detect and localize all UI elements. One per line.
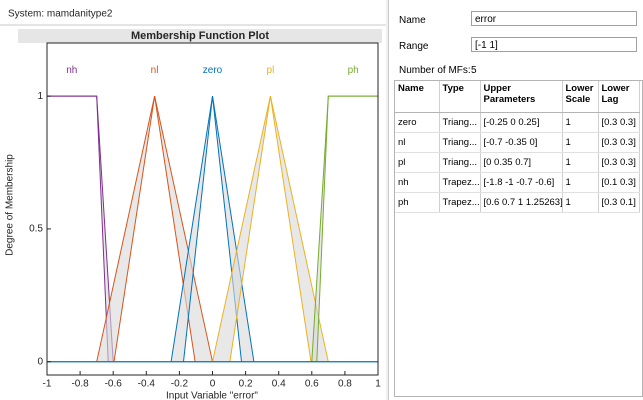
table-cell: Triang... (439, 132, 481, 153)
mf-label: nl (151, 65, 159, 76)
table-cell: [0.3 0.1] (598, 192, 640, 213)
name-label: Name (399, 15, 426, 26)
column-header: Lower Lag (598, 81, 640, 113)
plot-panel: System: mamdanitype2 Membership Function… (0, 0, 386, 400)
x-axis-label: Input Variable "error" (166, 391, 258, 400)
table-cell: 1 (562, 152, 599, 173)
lower-mf (47, 95, 109, 362)
lower-mf (229, 96, 312, 362)
name-input[interactable]: error (471, 11, 637, 26)
table-cell: [0.3 0.3] (598, 132, 640, 153)
x-tick-label: 0.2 (239, 379, 253, 390)
table-cell: nl (395, 132, 440, 153)
table-cell: [0 0.35 0.7] (480, 152, 563, 173)
table-cell: 1 (562, 192, 599, 213)
header-row: Name Type Upper Parameters Lower Scale Lower… (395, 81, 640, 113)
mf-label: zero (203, 65, 223, 76)
table-cell: nh (395, 172, 440, 193)
system-label: System: mamdanitype2 (8, 9, 113, 20)
num-mfs-label: Number of MFs: (399, 65, 471, 76)
table-cell: Trapez... (439, 172, 481, 193)
x-tick-label: 0.6 (305, 379, 319, 390)
mf-table: Name Type Upper Parameters Lower Scale Lower… (394, 80, 643, 397)
x-tick-label: 0.4 (272, 379, 286, 390)
table-cell: [-0.7 -0.35 0] (480, 132, 563, 153)
table-cell: [0.6 0.7 1 1.25263] (480, 192, 563, 213)
mf-label: ph (348, 65, 359, 76)
column-header: Name (395, 81, 440, 113)
y-tick-label: 1 (37, 91, 43, 102)
y-tick-label: 0 (37, 356, 43, 367)
mf-label: nh (66, 65, 77, 76)
table-row[interactable]: pl Triang... [0 0.35 0.7] 1 [0.3 0.3] (395, 152, 640, 173)
x-tick-label: -1 (43, 379, 52, 390)
table: Name Type Upper Parameters Lower Scale Lower… (395, 81, 640, 213)
table-row[interactable]: nh Trapez... [-1.8 -1 -0.7 -0.6] 1 [0.1 0.3] (395, 172, 640, 193)
mf-label: pl (267, 65, 275, 76)
footprint-of-uncertainty (96, 96, 213, 362)
table-cell: [-0.25 0 0.25] (480, 112, 563, 133)
table-cell: ph (395, 192, 440, 213)
lower-mf (113, 96, 196, 362)
y-axis-label: Degree of Membership (5, 154, 16, 256)
column-header: Type (439, 81, 481, 113)
x-tick-label: 0 (210, 379, 216, 390)
x-tick-label: -0.6 (105, 379, 123, 390)
table-body: zero Triang... [-0.25 0 0.25] 1 [0.3 0.3] nl T… (395, 112, 640, 213)
x-tick-label: -0.4 (138, 379, 156, 390)
table-cell: 1 (562, 112, 599, 133)
footprint-of-uncertainty (171, 96, 254, 362)
lower-mf (316, 95, 378, 362)
plot-title: Membership Function Plot (131, 30, 269, 42)
x-tick-label: 1 (375, 379, 381, 390)
table-row[interactable]: ph Trapez... [0.6 0.7 1 1.25263] 1 [0.3 0.1] (395, 192, 640, 213)
table-cell: Triang... (439, 152, 481, 173)
plot-area (47, 95, 378, 363)
y-tick-label: 0.5 (29, 224, 43, 235)
table-cell: [0.1 0.3] (598, 172, 640, 193)
table-cell: [-1.8 -1 -0.7 -0.6] (480, 172, 563, 193)
table-row[interactable]: zero Triang... [-0.25 0 0.25] 1 [0.3 0.3] (395, 112, 640, 133)
title-bar (18, 29, 382, 43)
properties-panel: Name error Range [-1 1] Number of MFs: 5… (388, 0, 643, 400)
table-cell: 1 (562, 172, 599, 193)
range-label: Range (399, 41, 429, 52)
table-row[interactable]: nl Triang... [-0.7 -0.35 0] 1 [0.3 0.3] (395, 132, 640, 153)
table-cell: Trapez... (439, 192, 481, 213)
range-input[interactable]: [-1 1] (471, 37, 637, 52)
column-header: Upper Parameters (480, 81, 563, 113)
x-tick-label: -0.8 (71, 379, 89, 390)
column-header: Lower Scale (562, 81, 599, 113)
table-cell: zero (395, 112, 440, 133)
num-mfs-value: 5 (471, 65, 477, 76)
x-tick-label: -0.2 (171, 379, 189, 390)
table-cell: Triang... (439, 112, 481, 133)
table-cell: 1 (562, 132, 599, 153)
table-cell: pl (395, 152, 440, 173)
table-cell: [0.3 0.3] (598, 152, 640, 173)
x-tick-label: 0.8 (338, 379, 352, 390)
table-cell: [0.3 0.3] (598, 112, 640, 133)
